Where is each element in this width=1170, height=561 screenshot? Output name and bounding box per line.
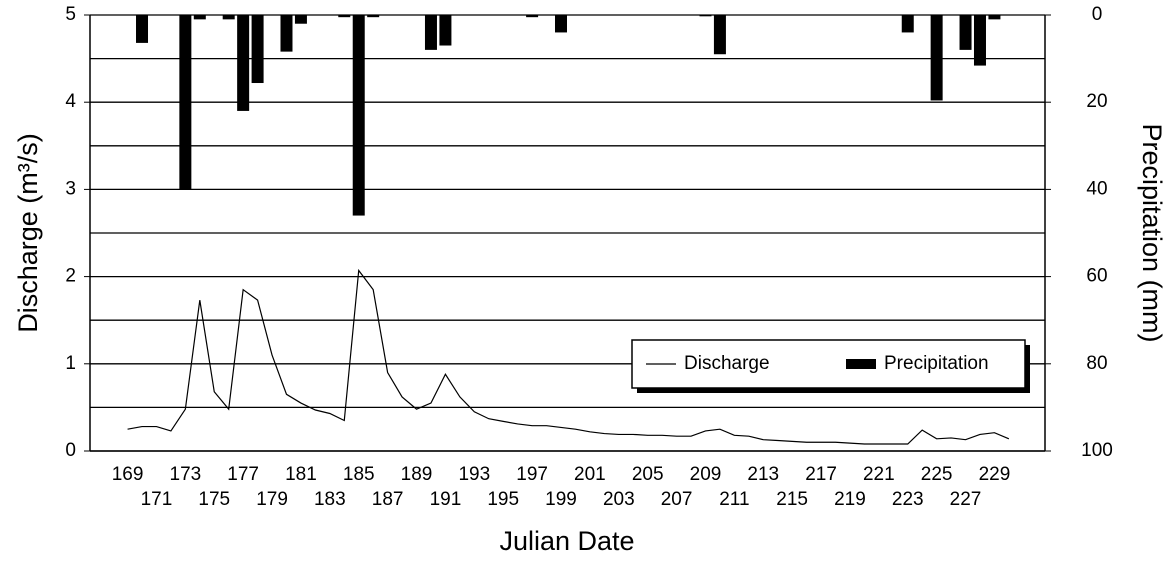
x-tick-label: 197 [516,464,548,485]
x-tick-label: 189 [401,464,433,485]
bar [179,15,192,190]
y2-tick-label: 40 [1086,178,1107,199]
y-tick-label: 2 [65,266,76,287]
x-tick-label: 177 [227,464,259,485]
legend-label: Precipitation [884,353,989,374]
bar [367,15,380,18]
x-tick-label: 207 [661,489,693,510]
x-tick-label: 183 [314,489,346,510]
y2-tick-label: 60 [1086,266,1107,287]
x-tick-label: 199 [545,489,577,510]
x-tick-label: 215 [776,489,808,510]
x-tick-label: 185 [343,464,375,485]
y2-tick-label: 80 [1086,353,1107,374]
y-tick-label: 5 [65,4,76,25]
x-tick-label: 187 [372,489,404,510]
x-tick-label: 203 [603,489,635,510]
bar [294,15,307,24]
bar [959,15,972,50]
bar [699,15,712,17]
x-tick-label: 217 [805,464,837,485]
y-tick-label: 0 [65,440,76,461]
x-tick-label: 223 [892,489,924,510]
x-tick-label: 229 [979,464,1011,485]
legend-swatch [846,359,876,369]
bar [554,15,567,33]
bar [973,15,986,66]
bar [338,15,351,18]
x-tick-label: 169 [112,464,144,485]
x-tick-label: 209 [690,464,722,485]
x-tick-label: 213 [747,464,779,485]
x-tick-label: 179 [256,489,288,510]
x-tick-label: 211 [719,489,749,510]
bar [713,15,726,55]
bar [424,15,437,50]
x-tick-label: 175 [198,489,230,510]
line [127,268,1010,445]
bar [222,15,235,20]
y-tick-label: 1 [65,353,76,374]
x-axis-title: Julian Date [499,526,634,556]
y-axis-title: Discharge (m³/s) [13,133,43,333]
x-tick-label: 219 [834,489,866,510]
y2-tick-label: 100 [1081,440,1113,461]
bar [237,15,250,111]
bar [526,15,539,18]
x-tick-label: 227 [950,489,982,510]
bar [988,15,1001,20]
y2-axis-title: Precipitation (mm) [1137,123,1167,342]
y-tick-label: 3 [65,178,76,199]
x-tick-label: 195 [487,489,519,510]
x-tick-label: 191 [430,489,462,510]
y2-tick-label: 20 [1086,91,1107,112]
x-tick-label: 201 [574,464,606,485]
bar [251,15,264,84]
bar [352,15,365,216]
x-tick-label: 171 [141,489,173,510]
x-tick-label: 193 [458,464,490,485]
y2-tick-label: 0 [1092,4,1103,25]
x-tick-label: 181 [285,464,317,485]
legend-label: Discharge [684,353,770,374]
x-tick-label: 205 [632,464,664,485]
bar [901,15,914,33]
bar [193,15,206,20]
bar [136,15,149,43]
bar [280,15,293,52]
legend [631,339,1026,389]
y-tick-label: 4 [65,91,76,112]
x-tick-label: 221 [863,464,895,485]
bar [930,15,943,101]
x-tick-label: 225 [921,464,953,485]
x-tick-label: 173 [170,464,202,485]
bar [439,15,452,46]
